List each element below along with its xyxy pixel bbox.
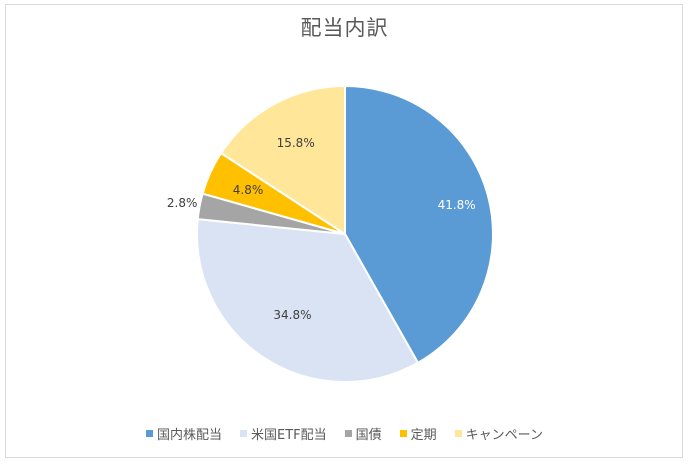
chart-title: 配当内訳 xyxy=(300,16,389,40)
legend-item-domestic-stock: 国内株配当 xyxy=(145,424,222,443)
legend-label: 米国ETF配当 xyxy=(250,428,327,443)
legend-item-time-deposit: 定期 xyxy=(399,424,437,443)
legend-swatch xyxy=(344,430,352,437)
legend-label: 定期 xyxy=(410,428,437,443)
data-label-campaign: 15.8% xyxy=(276,135,315,150)
data-label-time-deposit: 4.8% xyxy=(232,182,264,197)
legend-label: 国債 xyxy=(355,428,382,443)
legend-swatch xyxy=(145,430,153,437)
legend-swatch xyxy=(454,430,462,437)
legend: 国内株配当 米国ETF配当 国債 定期 キャンペーン xyxy=(0,424,689,443)
legend-swatch xyxy=(399,430,407,437)
pie-slice-us-etf xyxy=(196,218,420,383)
data-label-domestic-stock: 41.8% xyxy=(437,197,476,212)
pie-slice-domestic-stock xyxy=(344,84,494,365)
legend-swatch xyxy=(239,430,247,437)
legend-item-us-etf: 米国ETF配当 xyxy=(239,424,327,443)
legend-label: 国内株配当 xyxy=(156,428,222,443)
data-label-us-etf: 34.8% xyxy=(273,307,312,322)
pie-slice-campaign xyxy=(219,84,346,236)
legend-item-bonds: 国債 xyxy=(344,424,382,443)
legend-item-campaign: キャンペーン xyxy=(454,424,544,443)
data-label-bonds: 2.8% xyxy=(166,195,198,210)
legend-label: キャンペーン xyxy=(465,428,544,443)
